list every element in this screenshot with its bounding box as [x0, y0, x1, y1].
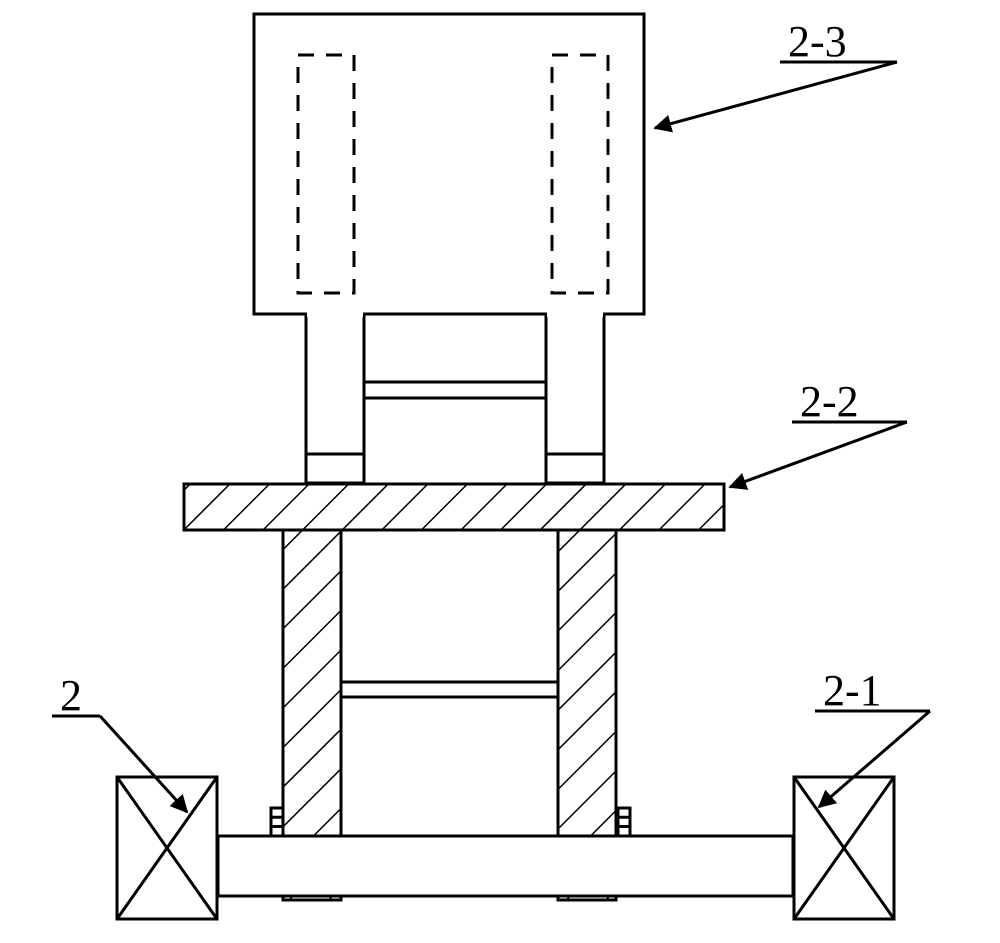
label: 2-2	[800, 377, 859, 426]
label: 2-3	[788, 17, 847, 66]
label: 2	[60, 671, 82, 720]
technical-diagram: 2-3 2-2 2 2-1	[0, 0, 1000, 943]
label: 2-1	[823, 666, 882, 715]
